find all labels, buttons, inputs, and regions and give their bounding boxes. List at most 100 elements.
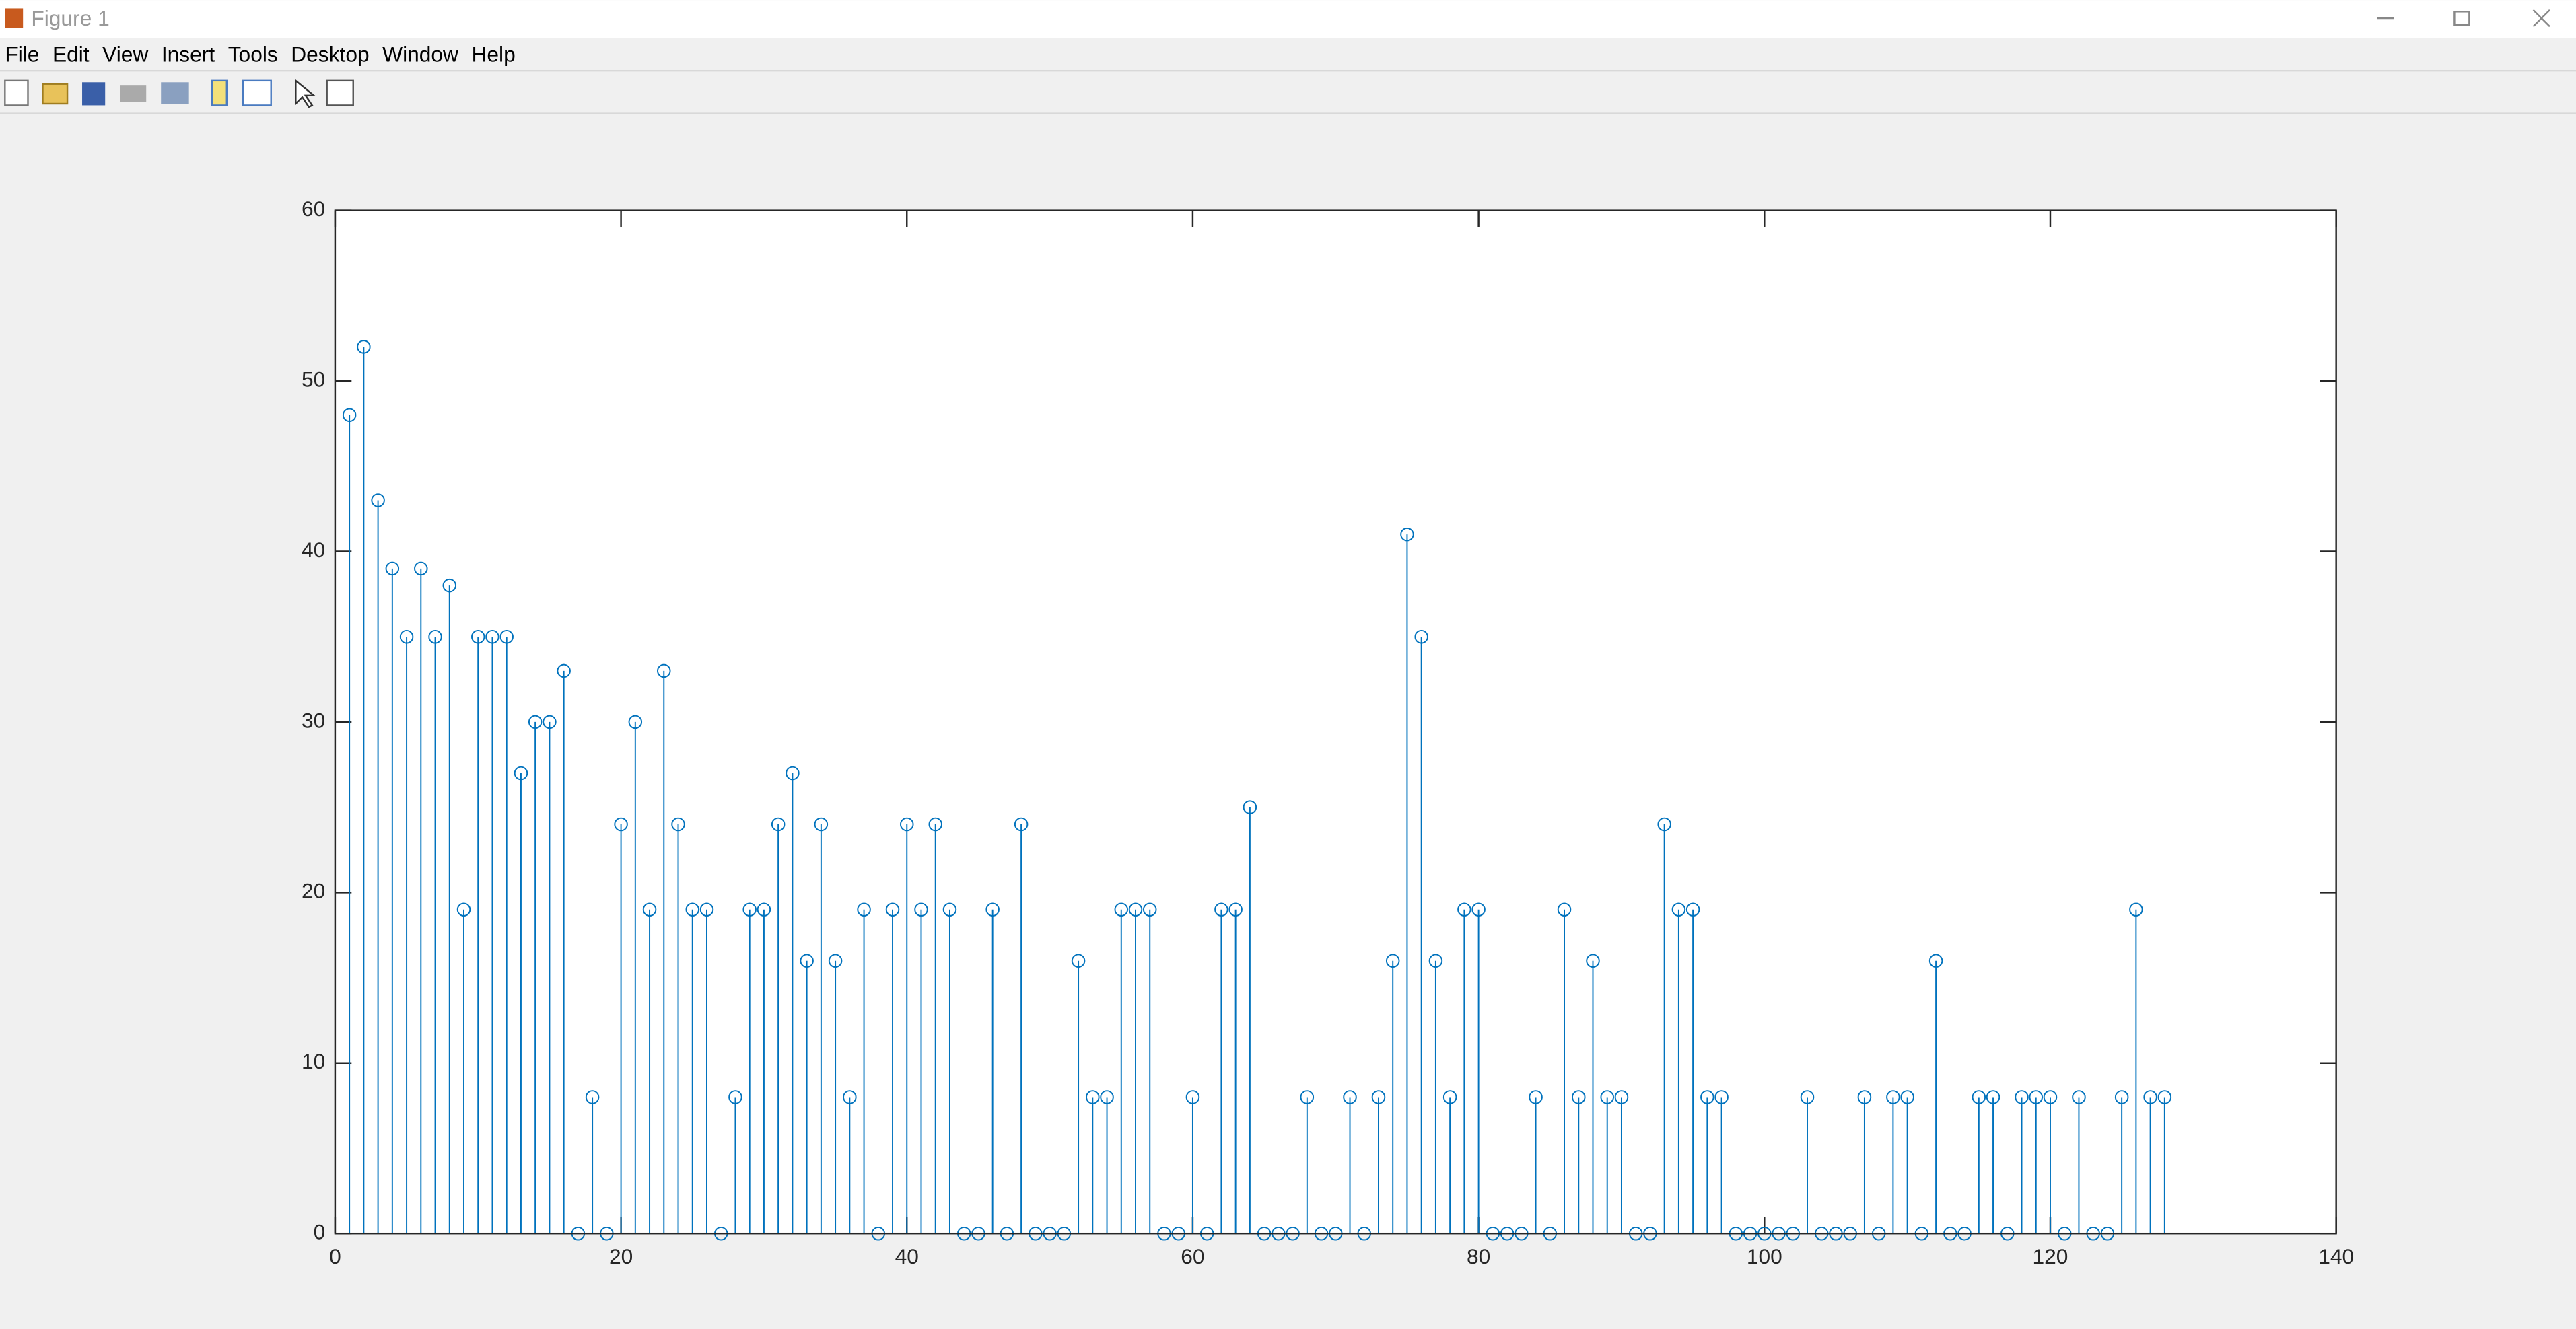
y-tick-label: 0	[314, 1220, 326, 1244]
stem-marker	[1243, 800, 1257, 814]
axes-box	[334, 209, 2337, 1235]
stem-marker	[914, 902, 928, 917]
restore-button[interactable]	[2453, 11, 2470, 26]
stem-marker	[900, 817, 914, 832]
stem-marker	[1972, 1090, 1986, 1104]
stem-marker	[1886, 1090, 1900, 1104]
stem-marker	[728, 1090, 742, 1104]
stem-marker	[1928, 954, 1943, 968]
stem-marker	[1572, 1090, 1586, 1104]
stem-marker	[1900, 1090, 1914, 1104]
stem-marker	[371, 493, 385, 507]
stem-marker	[485, 629, 499, 644]
stem-marker	[399, 629, 414, 644]
stem-marker	[514, 766, 528, 781]
legend-icon[interactable]	[242, 79, 272, 106]
stem-marker	[2114, 1090, 2129, 1104]
stem-marker	[671, 817, 685, 832]
stem-marker	[857, 902, 871, 917]
stem-marker	[543, 715, 557, 729]
pointer-icon[interactable]	[295, 79, 316, 108]
print-preview-icon[interactable]	[161, 82, 189, 104]
menu-item[interactable]: Insert	[162, 42, 215, 67]
stem-marker	[1685, 902, 1700, 917]
stem-marker	[1228, 902, 1243, 917]
menu-item[interactable]: Tools	[228, 42, 278, 67]
menu-item[interactable]: File	[5, 42, 39, 67]
stem-marker	[1529, 1090, 1543, 1104]
stem-marker	[1014, 817, 1029, 832]
stem-marker	[442, 578, 457, 593]
stem-marker	[471, 629, 485, 644]
stem-marker	[1400, 527, 1414, 542]
axes-background	[335, 210, 2336, 1234]
menu-bar: File Edit View Insert Tools Desktop Window Help	[5, 42, 515, 67]
stem-marker	[1086, 1090, 1100, 1104]
stem-marker	[614, 817, 628, 832]
stem-marker	[1300, 1090, 1315, 1104]
stem-marker	[742, 902, 757, 917]
stem-marker	[628, 715, 643, 729]
stem-marker	[1700, 1090, 1714, 1104]
menu-item[interactable]: Help	[472, 42, 516, 67]
new-icon[interactable]	[4, 79, 29, 106]
stem-marker	[2143, 1090, 2157, 1104]
stem-marker	[1414, 629, 1428, 644]
stem-marker	[1442, 1090, 1457, 1104]
stem-marker	[557, 663, 571, 678]
menu-item[interactable]: Edit	[53, 42, 90, 67]
save-icon[interactable]	[82, 82, 106, 106]
stem-marker	[2072, 1090, 2086, 1104]
y-tick-label: 10	[302, 1049, 325, 1073]
x-tick-label: 60	[1181, 1244, 1204, 1268]
stem-marker	[1385, 954, 1400, 968]
open-icon[interactable]	[42, 83, 69, 105]
x-tick-label: 80	[1467, 1244, 1490, 1268]
toolbar	[4, 79, 354, 108]
menu-item[interactable]: View	[102, 42, 148, 67]
stem-marker	[1800, 1090, 1815, 1104]
stem-marker	[699, 902, 714, 917]
stem-marker	[385, 561, 400, 576]
y-tick-label: 30	[302, 708, 325, 732]
stem-marker	[342, 408, 357, 423]
stem-marker	[1428, 954, 1443, 968]
stem-marker	[1557, 902, 1572, 917]
stem-marker	[928, 817, 942, 832]
stem-marker	[757, 902, 771, 917]
title-bar	[0, 0, 2576, 38]
menu-item[interactable]: Window	[382, 42, 458, 67]
stem-marker	[942, 902, 957, 917]
y-tick-label: 20	[302, 879, 325, 903]
stem-marker	[528, 715, 543, 729]
stem-marker	[685, 902, 700, 917]
x-tick-label: 40	[895, 1244, 919, 1268]
app-icon	[5, 8, 24, 28]
stem-marker	[1857, 1090, 1872, 1104]
menu-item[interactable]: Desktop	[291, 42, 369, 67]
y-tick-label: 40	[302, 538, 325, 562]
stem-marker	[2157, 1090, 2172, 1104]
x-tick-label: 0	[329, 1244, 341, 1268]
stem-marker	[1114, 902, 1129, 917]
stem-marker	[357, 340, 371, 354]
print-icon[interactable]	[120, 85, 147, 102]
y-tick-label: 60	[302, 196, 325, 221]
close-button[interactable]	[2532, 9, 2550, 28]
stem-marker	[1142, 902, 1157, 917]
stem-marker	[2029, 1090, 2043, 1104]
stem-marker	[585, 1090, 600, 1104]
colorbar-icon[interactable]	[211, 79, 228, 106]
y-tick-label: 50	[302, 367, 325, 391]
stem-marker	[2129, 902, 2143, 917]
stem-marker	[1371, 1090, 1386, 1104]
stem-marker	[1471, 902, 1486, 917]
stem-marker	[1128, 902, 1143, 917]
stem-marker	[1986, 1090, 2000, 1104]
stem-marker	[1586, 954, 1600, 968]
stem-marker	[499, 629, 514, 644]
stem-marker	[1100, 1090, 1114, 1104]
stem-marker	[1214, 902, 1228, 917]
property-icon[interactable]	[326, 79, 354, 106]
